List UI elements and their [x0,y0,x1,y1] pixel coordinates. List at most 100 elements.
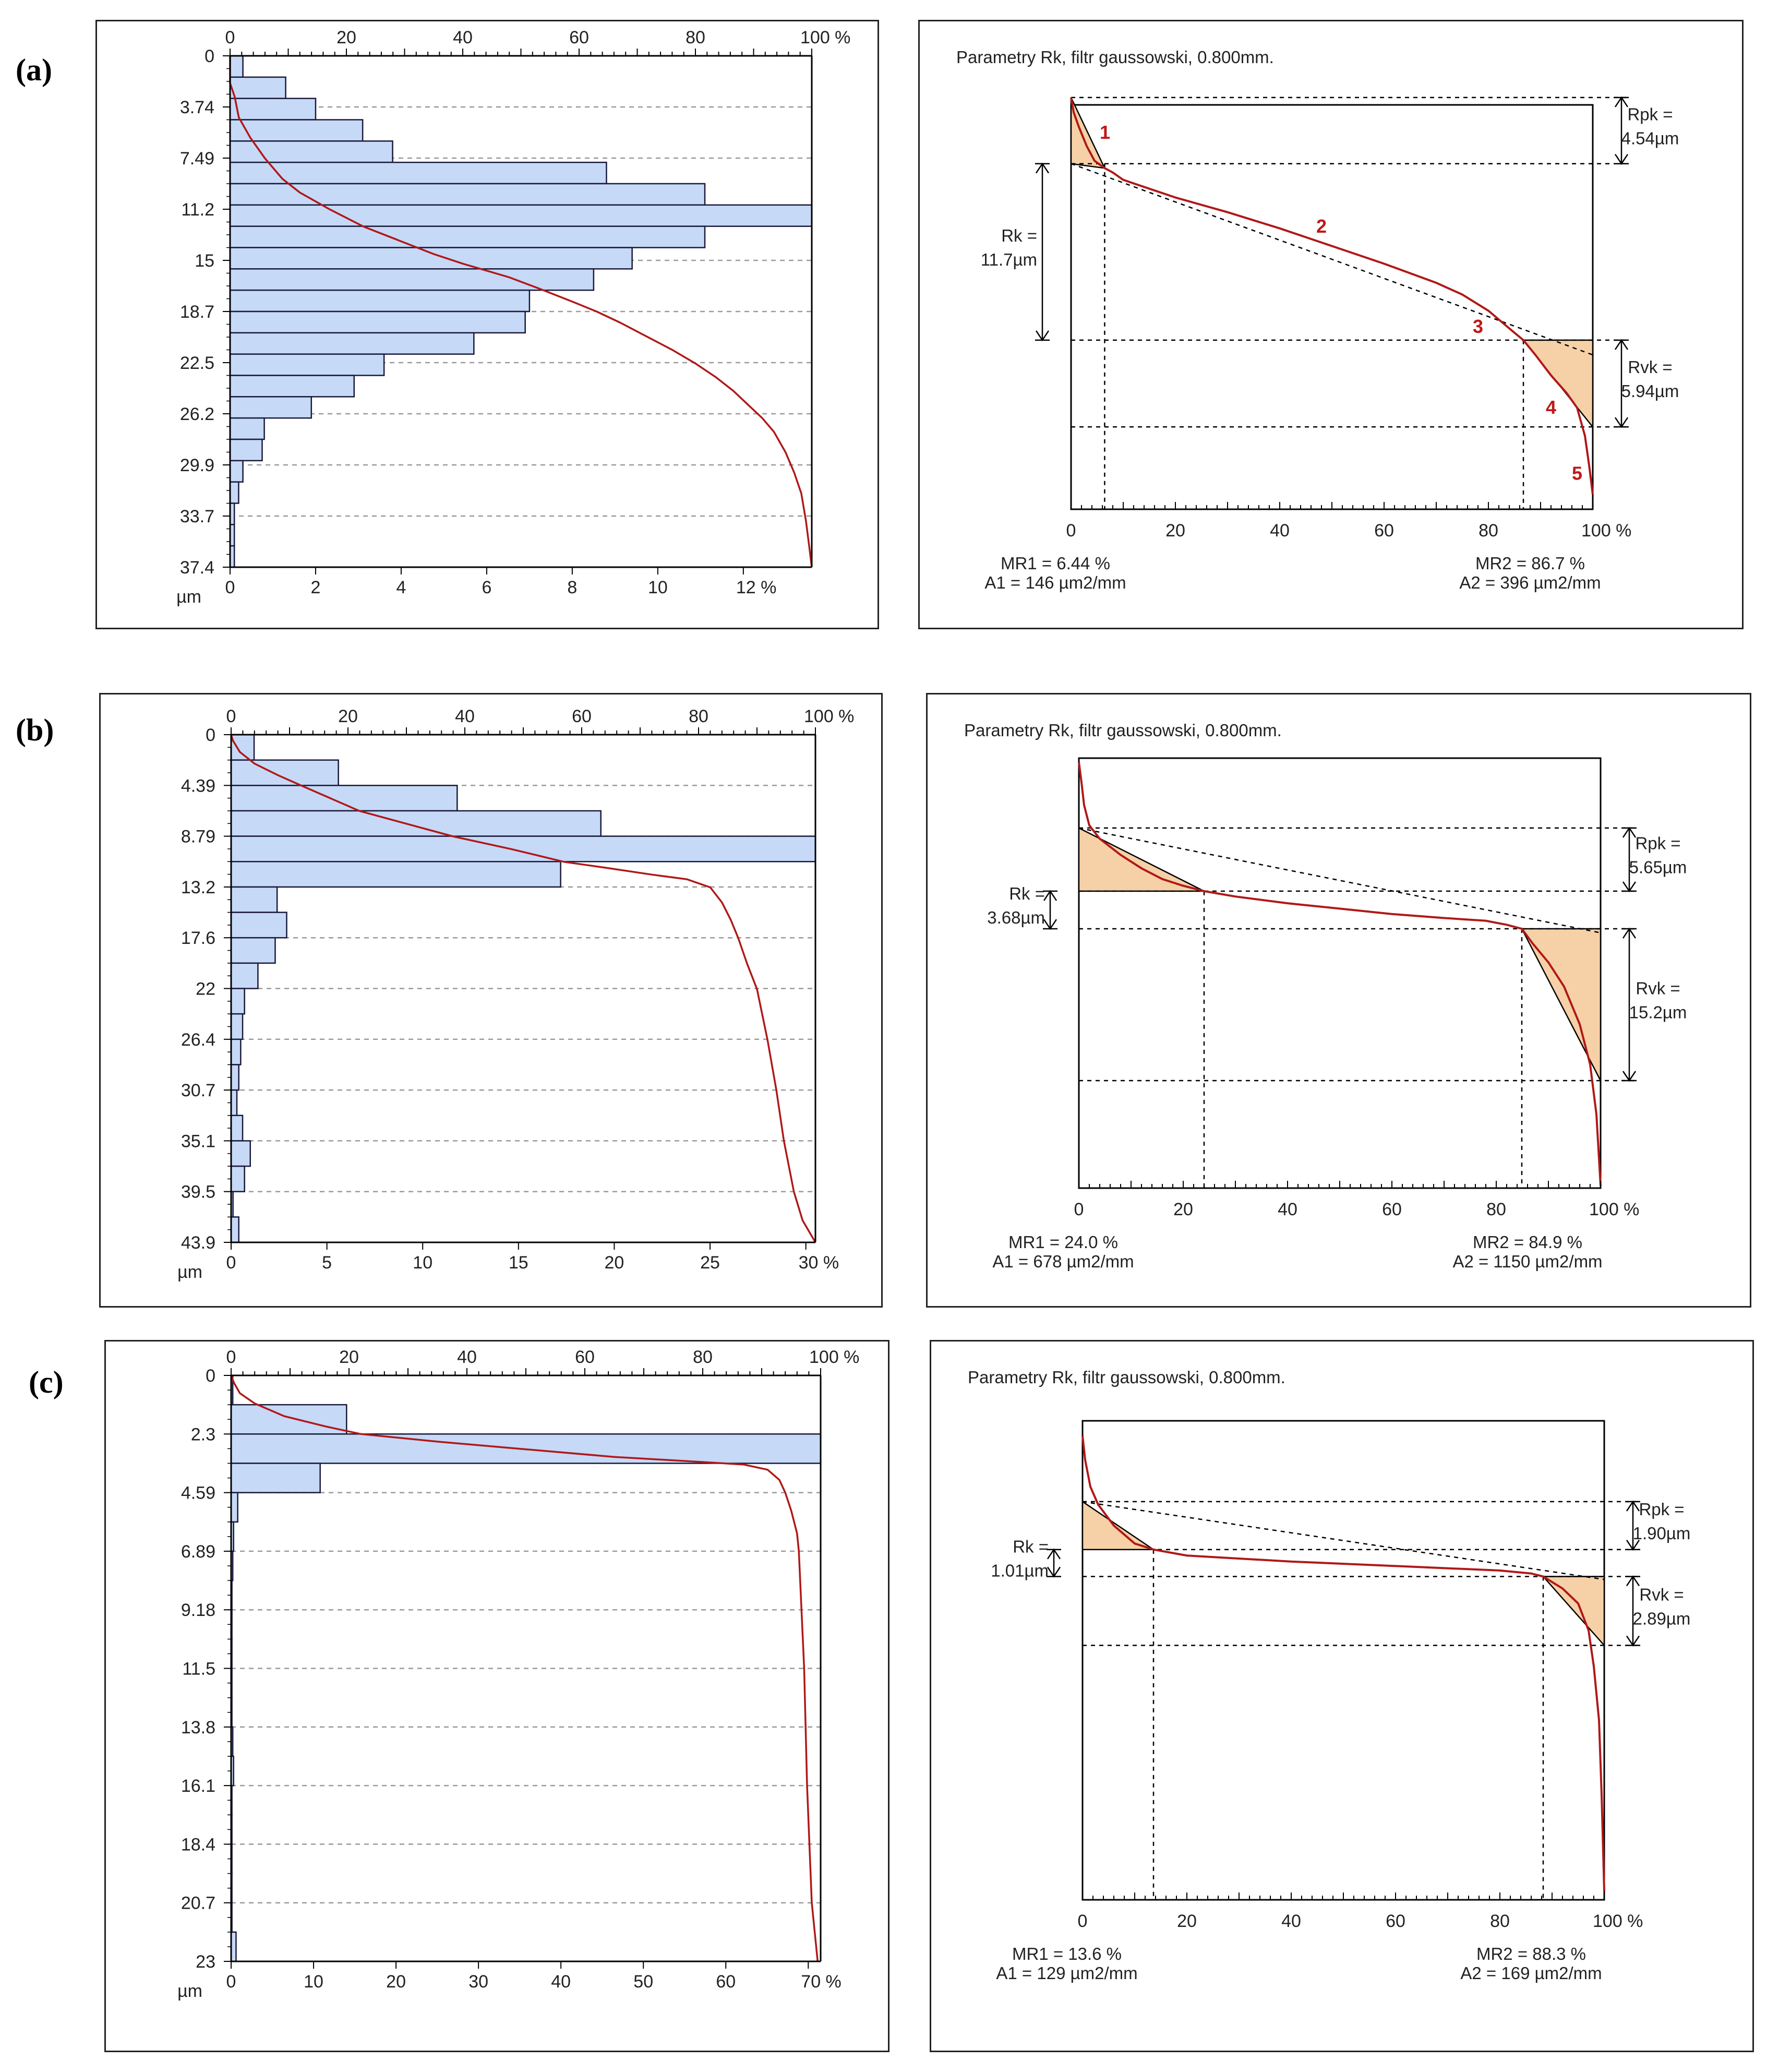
top-tick-label: 80 [686,28,705,47]
a1-text: A1 = 146 µm2/mm [984,573,1126,592]
bottom-tick-label: 0 [226,1253,236,1273]
top-tick-label: 60 [575,1347,595,1367]
rpk-value: 1.90µm [1633,1524,1691,1543]
panel-label-a: (a) [16,53,52,87]
bottom-tick-label: 70 % [801,1972,842,1992]
lower-area-triangle [1520,928,1602,1081]
top-tick-label: 60 [569,28,589,47]
histogram-bar [230,912,287,939]
curve-marker-5: 5 [1572,463,1582,484]
y-tick-label: 37.4 [180,558,214,578]
y-tick-label: 22.5 [180,353,214,373]
plot-frame [1081,1420,1605,1901]
a2-text: A2 = 1150 µm2/mm [1452,1252,1602,1271]
chart-title: Parametry Rk, filtr gaussowski, 0.800mm. [968,1368,1285,1387]
bearing-curve [230,1375,819,1962]
histogram-bar [230,1463,321,1493]
bottom-tick-label: 12 % [736,578,777,597]
bottom-tick-label: 30 [468,1972,488,1992]
x-tick-label: 0 [1078,1911,1088,1931]
curve-marker-3: 3 [1473,316,1483,337]
curve-marker-2: 2 [1316,215,1327,237]
bearing-curve [1081,1435,1605,1891]
histogram-bar [229,247,633,270]
top-tick-label: 20 [338,706,358,726]
y-tick-label: 6.89 [181,1542,215,1562]
mr1-text: MR1 = 13.6 % [1012,1944,1122,1963]
histogram-panel-c: 0 20 40 60 80 100 % 0 10 20 30 40 50 60 70 % µm 0 2.3 4.5… [104,1340,890,2052]
bottom-axis-unit: µm [177,1262,202,1282]
histogram-bar [230,1216,239,1243]
a1-text: A1 = 678 µm2/mm [992,1252,1134,1271]
histogram-bar [229,332,475,355]
bearing-curve [1078,762,1602,1186]
abbott-chart-c: Parametry Rk, filtr gaussowski, 0.800mm.… [968,1368,1691,1983]
y-tick-label: 2.3 [191,1424,215,1444]
histogram-bar [230,1165,245,1192]
histogram-bar [229,225,706,248]
y-tick-label: 20.7 [181,1894,215,1913]
top-tick-label: 0 [226,706,236,726]
curve-marker-4: 4 [1546,397,1556,418]
panel-label-b: (b) [16,713,54,747]
y-tick-label: 29.9 [180,456,214,475]
rvk-value: 2.89µm [1633,1609,1691,1628]
y-tick-label: 4.39 [181,776,215,796]
abbott-chart-a: Parametry Rk, filtr gaussowski, 0.800mm.… [956,47,1679,592]
x-tick-label: 60 [1374,521,1394,541]
histogram-bar [229,310,526,334]
top-tick-label: 40 [453,28,473,47]
lower-area-triangle [1542,1576,1605,1647]
top-tick-label: 80 [689,706,708,726]
x-tick-label: 100 % [1581,521,1631,541]
x-tick-label: 80 [1486,1200,1506,1219]
x-tick-label: 20 [1177,1911,1197,1931]
histogram-bar [229,353,385,376]
a2-text: A2 = 169 µm2/mm [1460,1963,1602,1983]
histogram-bar [229,289,531,313]
bottom-tick-label: 20 [605,1253,624,1273]
y-tick-label: 26.2 [180,404,214,424]
histogram-bar [230,1089,238,1116]
y-tick-label: 0 [206,1366,215,1386]
x-tick-label: 100 % [1593,1911,1643,1931]
histogram-bar [229,375,355,398]
bottom-axis-unit: µm [176,587,201,607]
histogram-bar [230,886,278,913]
y-tick-label: 15 [195,251,214,271]
rpk-label: Rpk = [1635,833,1680,853]
histogram-bar [229,55,244,78]
x-tick-label: 20 [1173,1200,1193,1219]
histogram-chart-b: 0 20 40 60 80 100 % 0 5 10 15 20 25 30 % µm 0 4.39 8.79 1… [177,706,854,1282]
rk-value: 3.68µm [987,908,1045,927]
top-tick-label: 0 [225,28,235,47]
histogram-bar [230,1140,251,1167]
bottom-tick-label: 60 [716,1972,736,1992]
x-tick-label: 80 [1479,521,1498,541]
x-tick-label: 20 [1165,521,1185,541]
y-tick-label: 13.8 [181,1718,215,1738]
bottom-tick-label: 0 [225,578,235,597]
x-tick-label: 40 [1281,1911,1301,1931]
histogram-bar [230,937,276,964]
top-tick-label: 40 [457,1347,477,1367]
rvk-label: Rvk = [1639,1585,1684,1604]
abbott-panel-b: Parametry Rk, filtr gaussowski, 0.800mm.… [926,693,1751,1308]
abbott-panel-c: Parametry Rk, filtr gaussowski, 0.800mm.… [930,1340,1754,2052]
mr1-text: MR1 = 6.44 % [1001,554,1110,573]
bearing-curve [1070,97,1594,495]
bottom-tick-label: 25 [700,1253,720,1273]
bearing-curve [229,56,813,568]
mr2-text: MR2 = 84.9 % [1473,1232,1582,1252]
rk-label: Rk = [1013,1537,1049,1556]
rvk-label: Rvk = [1628,357,1672,377]
histogram-bar [229,460,244,483]
histogram-bar [229,481,239,504]
bottom-tick-label: 2 [311,578,321,597]
top-tick-label: 20 [339,1347,359,1367]
rpk-value: 4.54µm [1621,128,1679,148]
histogram-bar [229,396,312,419]
y-tick-label: 39.5 [181,1182,215,1202]
bottom-tick-label: 5 [322,1253,332,1273]
histogram-bar [230,835,816,863]
